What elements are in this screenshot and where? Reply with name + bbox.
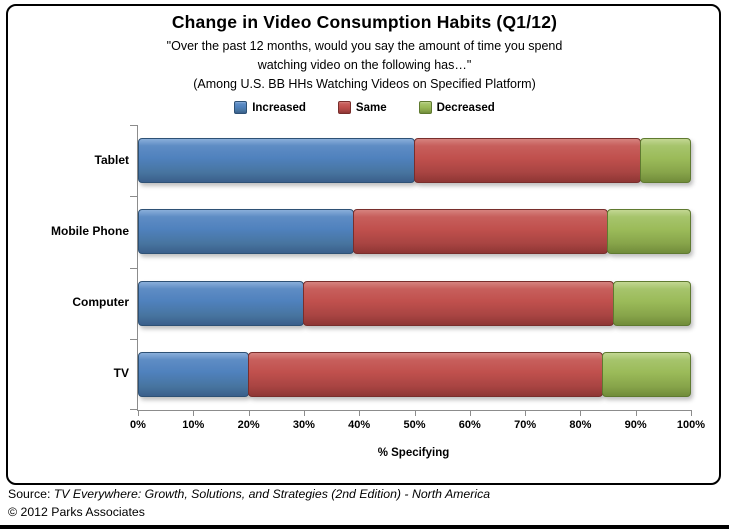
y-axis-tick xyxy=(130,125,138,126)
legend-label-increased: Increased xyxy=(252,101,306,114)
subtitle-line-1: "Over the past 12 months, would you say … xyxy=(166,39,563,53)
category-label-mobile-phone: Mobile Phone xyxy=(51,223,129,238)
chart-title: Change in Video Consumption Habits (Q1/1… xyxy=(171,12,558,32)
x-axis-tick xyxy=(691,410,692,416)
x-axis-tick xyxy=(248,410,250,416)
x-axis-tick xyxy=(138,410,139,416)
x-axis-title: % Specifying xyxy=(377,447,450,459)
segment-computer-same xyxy=(302,280,614,326)
x-axis-tick xyxy=(580,410,582,416)
x-axis-tick xyxy=(414,410,416,416)
y-axis-tick xyxy=(130,409,138,410)
segment-mobile-phone-same xyxy=(352,209,609,255)
footer: Source: TV Everywhere: Growth, Solutions… xyxy=(8,485,490,521)
subtitle-line-3: (Among U.S. BB HHs Watching Videos on Sp… xyxy=(193,77,536,91)
source-text: TV Everywhere: Growth, Solutions, and St… xyxy=(53,487,491,501)
y-axis-tick xyxy=(130,196,138,198)
legend-marker-decreased xyxy=(418,101,432,114)
y-axis-tick xyxy=(130,267,138,269)
legend-marker-increased xyxy=(234,101,248,114)
x-axis-label-60: 60% xyxy=(458,419,481,431)
x-axis-label-0: 0% xyxy=(130,419,146,431)
segment-tablet-same xyxy=(413,138,642,183)
segment-tv-decreased xyxy=(601,351,691,397)
chart-legend: Increased Same Decreased xyxy=(0,101,729,114)
segment-tv-increased xyxy=(138,351,249,397)
bar-mobile-phone xyxy=(138,209,691,255)
segment-mobile-phone-increased xyxy=(138,209,354,255)
legend-item-same: Same xyxy=(337,101,387,114)
copyright-line: © 2012 Parks Associates xyxy=(8,505,145,519)
x-axis-label-100: 100% xyxy=(676,419,706,431)
x-axis-tick xyxy=(635,410,637,416)
bottom-border-line xyxy=(0,525,729,529)
segment-tablet-decreased xyxy=(640,138,691,183)
x-axis-label-90: 90% xyxy=(624,419,647,431)
source-line: Source: TV Everywhere: Growth, Solutions… xyxy=(8,485,490,503)
x-axis-tick xyxy=(303,410,305,416)
segment-tv-same xyxy=(247,351,603,397)
x-axis-label-30: 30% xyxy=(292,419,315,431)
x-axis-tick xyxy=(525,410,527,416)
y-axis-tick xyxy=(130,338,138,340)
legend-item-decreased: Decreased xyxy=(418,101,495,114)
x-axis-label-10: 10% xyxy=(182,419,205,431)
legend-label-decreased: Decreased xyxy=(436,101,495,114)
plot-area: Tablet Mobile Phone Computer TV 0% 10% 20% 30% 4… xyxy=(51,125,705,431)
x-axis-tick xyxy=(359,410,361,416)
legend-label-same: Same xyxy=(355,101,387,114)
x-axis-label-80: 80% xyxy=(569,419,592,431)
segment-mobile-phone-decreased xyxy=(607,209,691,255)
bar-computer xyxy=(138,280,691,326)
x-axis-tick xyxy=(193,410,195,416)
legend-item-increased: Increased xyxy=(234,101,306,114)
segment-tablet-increased xyxy=(138,138,415,183)
x-axis-tick xyxy=(469,410,471,416)
x-axis-label-70: 70% xyxy=(514,419,537,431)
chart-subtitle: "Over the past 12 months, would you say … xyxy=(0,37,729,94)
subtitle-line-2: watching video on the following has…" xyxy=(257,58,472,72)
category-label-tv: TV xyxy=(113,366,129,381)
bar-tablet xyxy=(138,138,691,183)
segment-computer-increased xyxy=(138,280,304,326)
segment-computer-decreased xyxy=(612,280,691,326)
source-prefix: Source: xyxy=(8,487,54,501)
x-axis-label-50: 50% xyxy=(403,419,426,431)
bar-tv xyxy=(138,351,691,397)
x-axis-label-20: 20% xyxy=(237,419,260,431)
category-label-computer: Computer xyxy=(72,295,129,309)
legend-marker-same xyxy=(337,101,351,114)
x-axis-label-40: 40% xyxy=(348,419,371,431)
category-label-tablet: Tablet xyxy=(94,152,129,167)
